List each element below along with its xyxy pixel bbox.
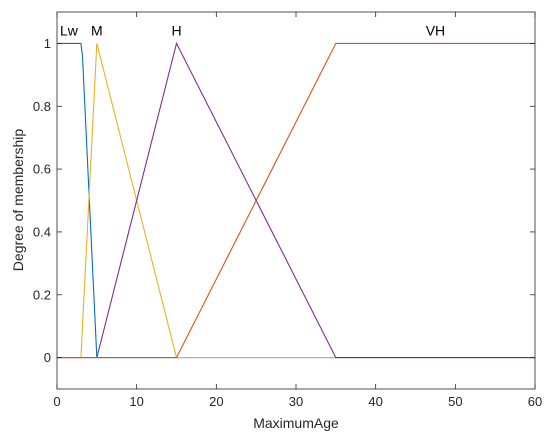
x-tick-label: 10 [129, 394, 143, 409]
y-tick-label: 0 [44, 350, 51, 365]
mf-label-vh: VH [426, 22, 445, 38]
y-tick-label: 1 [44, 36, 51, 51]
axes-layer: 0 10 20 30 40 50 60 0 0.2 0.4 0.6 0.8 1 [33, 11, 542, 409]
x-tick-label: 20 [209, 394, 223, 409]
y-tick-label: 0.8 [33, 99, 51, 114]
annotation-layer: Lw M H VH [60, 22, 445, 38]
series-line-vh [57, 42, 535, 359]
mf-label-lw: Lw [60, 22, 79, 38]
y-tick-label: 0.4 [33, 224, 51, 239]
x-tick-label: 50 [448, 394, 462, 409]
mf-label-h: H [171, 22, 181, 38]
series-layer [57, 41, 535, 359]
x-tick-label: 0 [53, 394, 60, 409]
y-tick-label: 0.2 [33, 287, 51, 302]
x-tick-label: 40 [368, 394, 382, 409]
plot-area [57, 12, 535, 389]
mf-label-m: M [91, 22, 103, 38]
x-tick-label: 30 [289, 394, 303, 409]
x-tick-label: 60 [528, 394, 542, 409]
y-axis-title: Degree of membership [10, 129, 26, 272]
x-axis-title: MaximumAge [253, 415, 339, 431]
plot-background [57, 12, 535, 389]
y-tick-label: 0.6 [33, 162, 51, 177]
